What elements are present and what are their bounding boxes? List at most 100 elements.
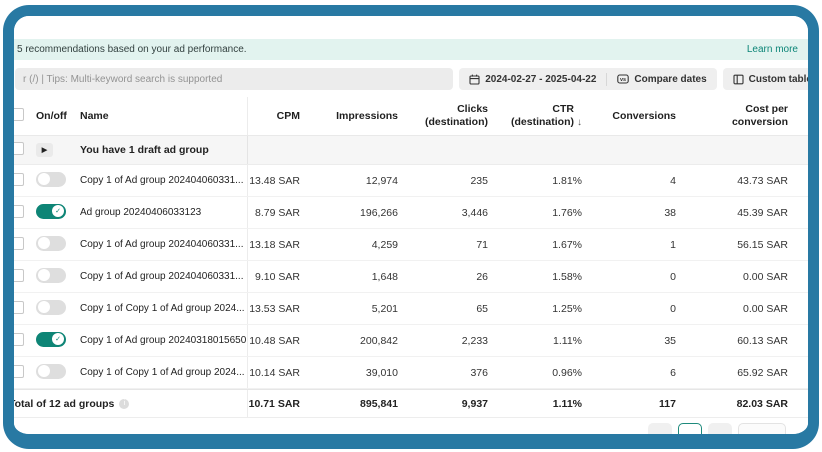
page-size-select[interactable] <box>738 423 786 434</box>
impressions-value: 1,648 <box>371 270 398 283</box>
row-checkbox[interactable] <box>14 204 24 218</box>
row-checkbox-cell <box>14 204 36 221</box>
conversions-value: 38 <box>664 206 676 219</box>
header-onoff: On/off <box>36 110 67 122</box>
total-conversions: 117 <box>659 397 676 410</box>
onoff-toggle[interactable] <box>36 171 66 187</box>
header-ctr[interactable]: CTR (destination) ↓ <box>504 103 598 128</box>
cpm-value: 13.18 SAR <box>249 238 300 251</box>
expand-icon: ▶ <box>41 147 48 154</box>
table-row[interactable]: Copy 1 of Copy 1 of Ad group 2024... 10.… <box>14 357 808 389</box>
cpm-value: 13.53 SAR <box>249 302 300 315</box>
search-input[interactable]: r (/) | Tips: Multi-keyword search is su… <box>15 68 454 90</box>
header-cost[interactable]: Cost per conversion <box>731 103 788 128</box>
ads-manager-content: 5 recommendations based on your ad perfo… <box>14 16 808 434</box>
screenshot-highlight-frame: 5 recommendations based on your ad perfo… <box>3 5 819 449</box>
sort-descending-icon: ↓ <box>577 116 582 128</box>
table-row[interactable]: ✓ Ad group 20240406033123 8.79 SAR 196,2… <box>14 197 808 229</box>
pagination-prev-button[interactable] <box>648 423 672 434</box>
info-icon[interactable]: i <box>119 398 130 409</box>
conversions-value: 0 <box>670 302 676 315</box>
header-conversions[interactable]: Conversions <box>612 109 676 122</box>
ctr-value: 1.11% <box>553 334 582 347</box>
conversions-value: 35 <box>664 334 676 347</box>
row-toggle-cell: ✓ <box>36 331 80 350</box>
table-row[interactable]: Copy 1 of Ad group 202404060331... 9.10 … <box>14 261 808 293</box>
compare-dates-button[interactable]: vs Compare dates <box>607 68 716 90</box>
adgroup-name[interactable]: Copy 1 of Copy 1 of Ad group 2024... <box>80 357 248 388</box>
row-checkbox-cell <box>14 236 36 253</box>
row-checkbox-cell <box>14 364 36 381</box>
row-checkbox[interactable] <box>14 332 24 346</box>
conversions-value: 0 <box>670 270 676 283</box>
conversions-value: 4 <box>670 174 676 187</box>
row-checkbox[interactable] <box>14 172 24 186</box>
total-clicks: 9,937 <box>461 397 488 410</box>
clicks-value: 235 <box>470 174 488 187</box>
onoff-toggle[interactable] <box>36 267 66 283</box>
cpm-value: 9.10 SAR <box>255 270 300 283</box>
header-cpm[interactable]: CPM <box>276 109 300 122</box>
ctr-value: 1.81% <box>552 174 582 187</box>
row-toggle-cell <box>36 235 80 254</box>
adgroup-name[interactable]: Copy 1 of Ad group 202404060331... <box>80 165 248 196</box>
custom-table-button[interactable]: Custom table <box>722 68 808 90</box>
toggle-knob <box>38 269 50 281</box>
header-name[interactable]: Name <box>80 97 248 135</box>
toggle-knob <box>38 173 50 185</box>
impressions-value: 196,266 <box>360 206 398 219</box>
row-checkbox-cell <box>14 300 36 317</box>
onoff-toggle[interactable]: ✓ <box>36 331 66 347</box>
onoff-toggle[interactable]: ✓ <box>36 203 66 219</box>
table-header-row: On/off Name CPM Impressions Clicks (dest… <box>14 97 808 136</box>
calendar-icon <box>469 74 480 85</box>
table-row[interactable]: ✓ Copy 1 of Ad group 20240318015650 10.4… <box>14 325 808 357</box>
row-toggle-cell <box>36 171 80 190</box>
draft-row-checkbox[interactable] <box>14 142 24 155</box>
onoff-toggle[interactable] <box>36 299 66 315</box>
row-checkbox[interactable] <box>14 364 24 378</box>
adgroup-name[interactable]: Copy 1 of Ad group 20240318015650 <box>80 325 248 356</box>
row-checkbox-cell <box>14 172 36 189</box>
adgroup-name[interactable]: Copy 1 of Copy 1 of Ad group 2024... <box>80 293 248 324</box>
clicks-value: 3,446 <box>461 206 488 219</box>
pagination-current-page[interactable] <box>678 423 702 434</box>
date-range-button[interactable]: 2024-02-27 - 2025-04-22 <box>459 68 606 90</box>
total-cpm: 10.71 SAR <box>248 397 300 410</box>
ad-groups-table: On/off Name CPM Impressions Clicks (dest… <box>14 97 808 418</box>
onoff-toggle[interactable] <box>36 363 66 379</box>
draft-group-row[interactable]: ▶ You have 1 draft ad group <box>14 136 808 165</box>
table-row[interactable]: Copy 1 of Ad group 202404060331... 13.48… <box>14 165 808 197</box>
row-checkbox[interactable] <box>14 236 24 250</box>
table-row[interactable]: Copy 1 of Copy 1 of Ad group 2024... 13.… <box>14 293 808 325</box>
table-row[interactable]: Copy 1 of Ad group 202404060331... 13.18… <box>14 229 808 261</box>
learn-more-link[interactable]: Learn more <box>746 44 798 55</box>
row-checkbox[interactable] <box>14 268 24 282</box>
row-toggle-cell: ✓ <box>36 203 80 222</box>
row-checkbox[interactable] <box>14 300 24 314</box>
impressions-value: 39,010 <box>365 366 398 379</box>
adgroup-name[interactable]: Copy 1 of Ad group 202404060331... <box>80 229 248 260</box>
row-toggle-cell <box>36 267 80 286</box>
table-body: Copy 1 of Ad group 202404060331... 13.48… <box>14 165 808 389</box>
conversions-value: 6 <box>670 366 676 379</box>
cost-per-conversion-value: 45.39 SAR <box>737 206 788 219</box>
adgroup-name[interactable]: Copy 1 of Ad group 202404060331... <box>80 261 248 292</box>
toggle-knob <box>38 237 50 249</box>
impressions-value: 4,259 <box>371 238 398 251</box>
search-placeholder: r (/) | Tips: Multi-keyword search is su… <box>23 73 223 85</box>
header-clicks[interactable]: Clicks (destination) <box>425 103 488 128</box>
draft-row-label: You have 1 draft ad group <box>80 136 248 164</box>
toggle-knob: ✓ <box>52 333 64 345</box>
header-impressions[interactable]: Impressions <box>336 109 398 122</box>
cpm-value: 13.48 SAR <box>249 174 300 187</box>
onoff-toggle[interactable] <box>36 235 66 251</box>
pagination-next-button[interactable] <box>708 423 732 434</box>
top-whitespace <box>14 16 808 39</box>
cost-per-conversion-value: 43.73 SAR <box>737 174 788 187</box>
expand-button[interactable]: ▶ <box>36 143 53 157</box>
impressions-value: 200,842 <box>360 334 398 347</box>
adgroup-name[interactable]: Ad group 20240406033123 <box>80 197 248 228</box>
total-row: Total of 12 ad groups i 10.71 SAR 895,84… <box>14 389 808 418</box>
select-all-checkbox[interactable] <box>14 108 24 121</box>
